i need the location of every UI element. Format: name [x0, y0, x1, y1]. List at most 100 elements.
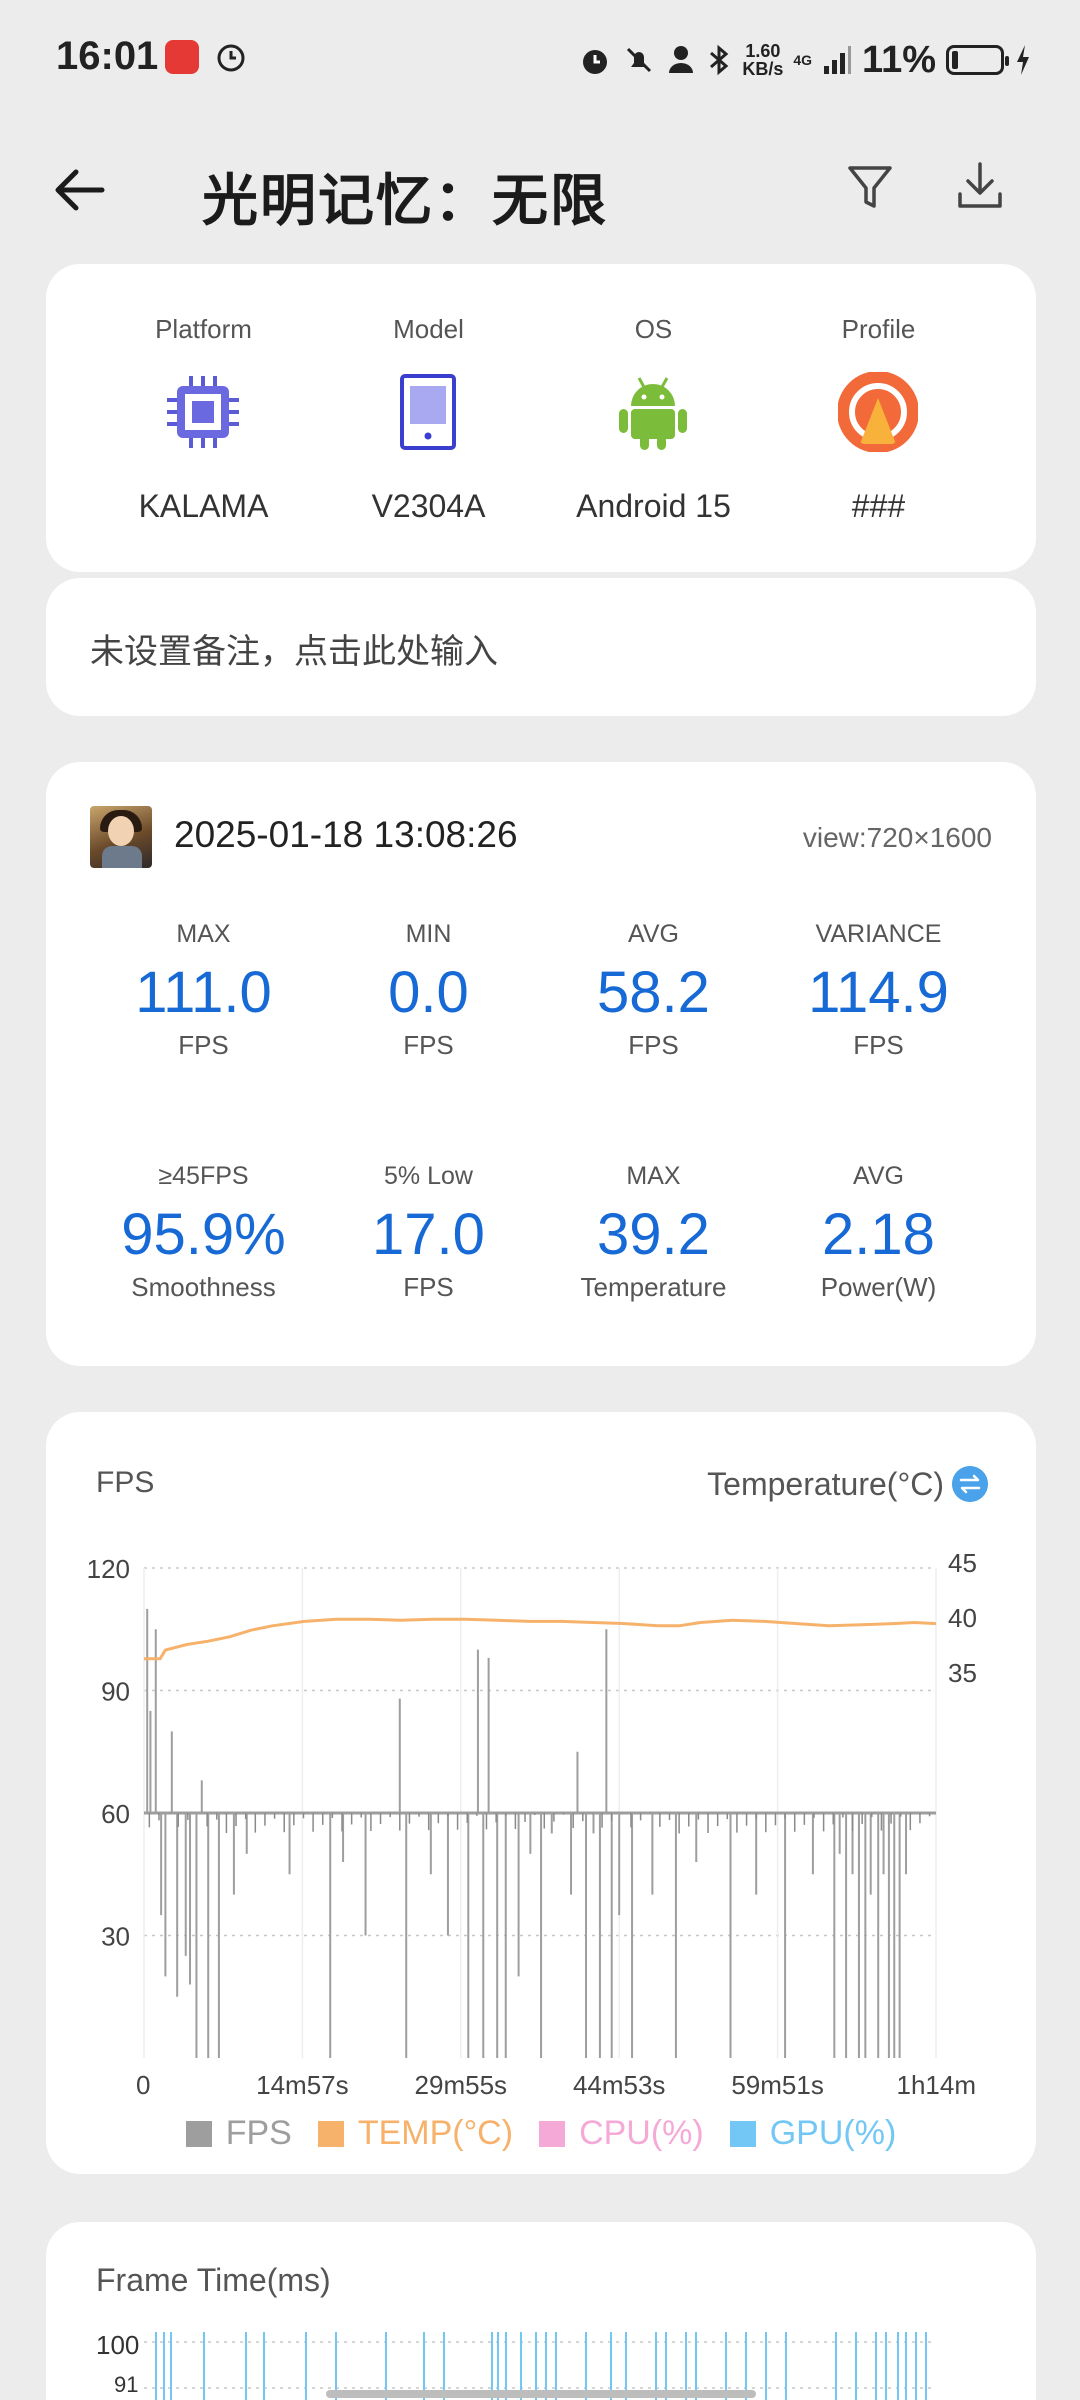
y-axis-right-tick-label: 40 [948, 1603, 977, 1633]
person-icon [669, 46, 694, 73]
stat-value: 2.18 [822, 1202, 935, 1267]
fps-temperature-chart[interactable]: 120 90 60 30 45 40 35 0 14m57s 29m55s 44m53s 59m51s… [46, 1412, 1036, 2112]
chart-title-temperature: Temperature(°C) [707, 1466, 944, 1502]
alarm-icon [583, 50, 608, 74]
chart-scroll-indicator[interactable] [326, 2390, 756, 2398]
legend-label-fps: FPS [225, 2114, 292, 2152]
filter-button[interactable] [840, 156, 900, 216]
back-button[interactable] [50, 160, 110, 220]
signal-icon [824, 46, 852, 74]
frame-time-chart[interactable] [46, 2222, 1036, 2400]
session-datetime: 2025-01-18 13:08:26 [174, 814, 518, 855]
battery-percent: 11% [862, 38, 936, 81]
y-axis-right-tick-label: 35 [948, 1658, 977, 1688]
network-type: 4G [793, 52, 813, 68]
charging-icon [1017, 45, 1029, 75]
chart-title-fps: FPS [96, 1466, 155, 1499]
stat-label: MAX [176, 920, 231, 948]
y-axis-tick-label: 90 [101, 1677, 130, 1707]
device-info-card: Platform KALAMA Model V2304A OS [46, 264, 1036, 572]
stat-value: 114.9 [808, 960, 949, 1025]
swap-axis-icon[interactable] [952, 1466, 988, 1502]
legend-swatch-fps [185, 2120, 212, 2147]
stat-min-fps: MIN 0.0 FPS [316, 920, 541, 1061]
stat-label: AVG [628, 920, 679, 948]
session-stats-card: 2025-01-18 13:08:26 view:720×1600 MAX 11… [46, 762, 1036, 1366]
android-icon [619, 377, 687, 450]
device-profile-label: Profile [841, 314, 916, 344]
stat-unit: Power(W) [820, 1272, 937, 1302]
mute-bell-icon [627, 47, 652, 73]
x-axis-tick-label: 44m53s [573, 2070, 666, 2100]
legend-item-temp[interactable]: TEMP(°C) [317, 2114, 514, 2153]
phone-icon [400, 374, 456, 450]
stat-label: AVG [853, 1162, 904, 1190]
stat-value: 111.0 [135, 960, 272, 1025]
legend-label-gpu: GPU(%) [769, 2114, 897, 2152]
x-axis-tick-label: 0 [136, 2070, 150, 2100]
network-speed: 1.60 KB/s [742, 42, 783, 78]
y-axis-right-tick-label: 45 [948, 1548, 977, 1578]
stat-unit: Temperature [580, 1272, 727, 1302]
legend-item-cpu[interactable]: CPU(%) [539, 2114, 704, 2153]
page-title: 光明记忆：无限 [202, 169, 608, 232]
stat-label: VARIANCE [815, 920, 942, 948]
stat-unit: FPS [628, 1030, 679, 1060]
stat-unit: Smoothness [131, 1272, 276, 1302]
stat-max-fps: MAX 111.0 FPS [91, 920, 316, 1061]
battery-icon [946, 45, 1009, 75]
app-header: 光明记忆：无限 [0, 120, 1080, 260]
network-speed-unit: KB/s [742, 59, 784, 79]
download-button[interactable] [950, 156, 1010, 216]
note-card[interactable]: 未设置备注，点击此处输入 [46, 578, 1036, 716]
stat-unit: FPS [853, 1030, 904, 1060]
stat-label: MIN [405, 920, 452, 948]
note-placeholder[interactable]: 未设置备注，点击此处输入 [90, 633, 498, 671]
legend-item-fps[interactable]: FPS [185, 2114, 292, 2153]
stat-smoothness: ≥45FPS 95.9% Smoothness [91, 1162, 316, 1303]
profile-icon [838, 372, 918, 452]
stat-value: 39.2 [597, 1202, 710, 1267]
y-axis-tick-label: 30 [101, 1922, 130, 1952]
bluetooth-icon [710, 44, 729, 76]
stat-value: 58.2 [597, 960, 710, 1025]
stat-label: ≥45FPS [158, 1162, 249, 1190]
stat-max-temperature: MAX 39.2 Temperature [541, 1162, 766, 1303]
y-axis-tick-label: 60 [101, 1799, 130, 1829]
device-os-value: Android 15 [576, 488, 731, 524]
app-notification-icon [165, 40, 199, 74]
network-speed-value: 1.60 [745, 41, 781, 61]
legend-label-cpu: CPU(%) [579, 2114, 704, 2152]
device-model-label: Model [393, 314, 464, 344]
chart-legend: FPS TEMP(°C) CPU(%) GPU(%) [46, 2114, 1036, 2153]
x-axis-tick-label: 29m55s [415, 2070, 508, 2100]
x-axis-tick-label: 59m51s [731, 2070, 824, 2100]
temperature-line [144, 1617, 937, 1661]
stat-value: 0.0 [388, 960, 469, 1025]
stat-value: 95.9% [121, 1202, 286, 1267]
stat-label: MAX [626, 1162, 681, 1190]
device-platform-label: Platform [155, 314, 252, 344]
view-resolution: view:720×1600 [802, 822, 992, 853]
stat-label: 5% Low [384, 1162, 473, 1190]
frame-time-ytick: 100 [96, 2330, 140, 2360]
frame-time-ytick: 91 [114, 2372, 139, 2397]
x-axis-tick-label: 14m57s [256, 2070, 349, 2100]
status-bar: 16:01 1.60 KB/s 4G 11% [0, 0, 1080, 120]
legend-swatch-gpu [729, 2120, 756, 2147]
legend-swatch-temp [317, 2120, 344, 2147]
device-platform-value: KALAMA [138, 488, 269, 524]
frame-time-card: Frame Time(ms) 100 91 [46, 2222, 1036, 2400]
stat-unit: FPS [178, 1030, 229, 1060]
legend-swatch-cpu [539, 2120, 566, 2147]
legend-item-gpu[interactable]: GPU(%) [729, 2114, 897, 2153]
legend-label-temp: TEMP(°C) [357, 2114, 514, 2152]
stat-variance: VARIANCE 114.9 FPS [766, 920, 991, 1061]
game-thumbnail [90, 806, 152, 868]
x-axis-tick-label: 1h14m [897, 2070, 977, 2100]
frame-time-title: Frame Time(ms) [96, 2262, 331, 2298]
device-model-value: V2304A [371, 488, 486, 524]
cpu-icon [167, 376, 239, 448]
stat-unit: FPS [403, 1272, 454, 1302]
stat-avg-power: AVG 2.18 Power(W) [766, 1162, 991, 1303]
